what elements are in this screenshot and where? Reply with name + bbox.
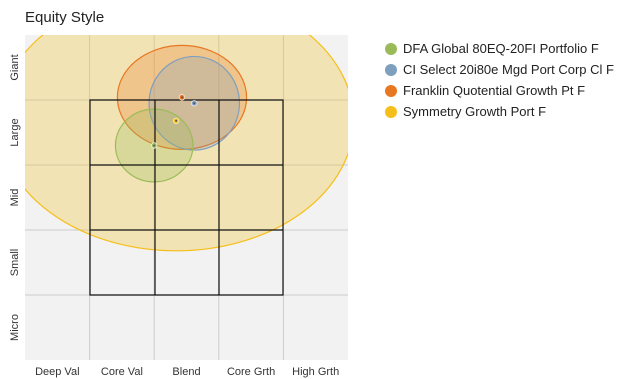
legend-swatch	[385, 42, 397, 55]
plot-background	[25, 35, 348, 360]
x-tick-label: Core Grth	[227, 366, 275, 378]
legend-item: Franklin Quotential Growth Pt F	[385, 80, 614, 101]
centroid-markers	[151, 94, 198, 149]
centroid-dot	[193, 102, 196, 105]
legend-swatch	[385, 63, 397, 76]
spread-ellipses	[25, 35, 348, 252]
centroid-dot	[153, 144, 156, 147]
y-tick-label: Large	[9, 118, 21, 146]
x-tick-label: Core Val	[101, 366, 143, 378]
legend-swatch	[385, 105, 397, 118]
y-tick-label: Mid	[9, 189, 21, 207]
y-tick-label: Giant	[9, 54, 21, 80]
legend-item: Symmetry Growth Port F	[385, 101, 614, 122]
legend-item: CI Select 20i80e Mgd Port Corp Cl F	[385, 59, 614, 80]
x-tick-label: High Grth	[292, 366, 339, 378]
y-tick-label: Micro	[9, 314, 21, 341]
y-tick-label: Small	[9, 249, 21, 277]
x-tick-label: Deep Val	[35, 366, 79, 378]
legend-label: DFA Global 80EQ-20FI Portfolio F	[403, 41, 599, 56]
spread-ellipse	[25, 35, 348, 252]
legend-swatch	[385, 84, 397, 97]
legend-label: Symmetry Growth Port F	[403, 104, 547, 119]
x-tick-label: Blend	[172, 366, 200, 378]
centroid-dot	[175, 119, 178, 122]
style-box-grid	[89, 99, 284, 296]
y-axis-tick-labels: Giant Large Mid Small Micro	[9, 54, 21, 341]
chart-title: Equity Style	[25, 9, 105, 26]
x-axis-tick-labels: Deep Val Core Val Blend Core Grth High Grth	[35, 366, 339, 378]
legend: DFA Global 80EQ-20FI Portfolio F CI Selec…	[385, 38, 614, 122]
centroid-dot	[180, 96, 183, 99]
legend-item: DFA Global 80EQ-20FI Portfolio F	[385, 38, 614, 59]
legend-label: Franklin Quotential Growth Pt F	[403, 83, 586, 98]
legend-label: CI Select 20i80e Mgd Port Corp Cl F	[403, 62, 614, 77]
